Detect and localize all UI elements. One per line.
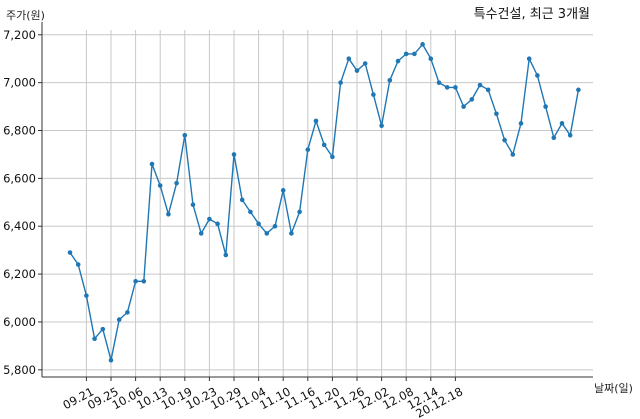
y-axis-ticks: 5,800 6,000 6,200 6,400 6,600 6,800 7,000 7,200 [3, 28, 42, 377]
data-point [346, 56, 352, 62]
data-point [198, 231, 204, 236]
data-point [371, 92, 376, 97]
data-point [518, 121, 524, 126]
data-point [362, 61, 368, 66]
data-point [305, 147, 311, 152]
data-point [166, 211, 171, 217]
y-tick-label: 5,800 [3, 363, 36, 377]
data-point [280, 188, 286, 193]
data-point [338, 80, 343, 85]
data-point [444, 85, 450, 90]
data-point [92, 336, 97, 342]
y-tick-label: 6,000 [3, 315, 36, 329]
data-point [223, 252, 229, 258]
data-point [535, 73, 540, 78]
data-point [207, 216, 212, 222]
data-point [453, 85, 458, 90]
data-point [174, 180, 179, 186]
data-point [182, 132, 188, 138]
data-point [125, 310, 130, 315]
data-point [436, 80, 442, 85]
y-tick-label: 6,200 [3, 267, 36, 281]
data-point [239, 197, 245, 203]
y-tick-label: 7,200 [3, 28, 36, 42]
data-point [502, 137, 507, 143]
data-point [116, 317, 122, 322]
data-point [215, 221, 220, 227]
x-axis-title: 날짜(일) [594, 381, 633, 395]
data-point [256, 221, 261, 227]
x-axis-ticks: 09.2109.2510.0610.1310.1910.2310.2911.04… [60, 377, 465, 419]
data-point [395, 58, 401, 64]
y-tick-label: 6,800 [3, 124, 36, 138]
data-point [133, 278, 138, 284]
data-point [149, 161, 155, 167]
data-point [108, 357, 114, 363]
data-point [190, 202, 196, 207]
series-line [69, 43, 580, 361]
data-point [510, 152, 516, 157]
y-tick-label: 6,600 [3, 171, 36, 185]
data-point [321, 142, 327, 148]
data-point [379, 123, 384, 129]
data-point [567, 132, 573, 138]
y-tick-label: 6,400 [3, 219, 36, 233]
data-point [354, 68, 360, 73]
data-point [387, 77, 393, 83]
data-point [75, 262, 81, 267]
data-point [100, 326, 106, 332]
axes [41, 22, 593, 378]
data-point [231, 152, 237, 157]
data-point [412, 51, 417, 57]
data-point [420, 42, 425, 47]
data-point [428, 56, 434, 62]
data-point [469, 97, 475, 102]
data-point [403, 51, 409, 57]
data-point [485, 87, 491, 93]
data-point [248, 209, 253, 215]
data-point [289, 231, 294, 236]
data-point [157, 183, 163, 188]
chart-title: 특수건설, 최근 3개월 [474, 7, 590, 22]
data-point [477, 82, 483, 88]
y-axis-title: 주가(원) [6, 9, 45, 22]
data-point [264, 231, 270, 236]
data-point [526, 56, 532, 62]
data-point [576, 87, 581, 93]
y-tick-label: 7,000 [3, 76, 36, 90]
data-point [543, 104, 548, 109]
data-point [84, 293, 89, 298]
data-point [272, 223, 278, 229]
grid [42, 30, 593, 377]
data-point [141, 278, 147, 284]
data-point [494, 111, 499, 117]
data-point [551, 135, 557, 140]
data-point [313, 118, 319, 124]
data-point [330, 154, 335, 160]
data-point [67, 250, 73, 255]
data-point [461, 104, 466, 109]
data-point [559, 121, 565, 126]
series [67, 42, 581, 363]
data-point [297, 209, 302, 215]
